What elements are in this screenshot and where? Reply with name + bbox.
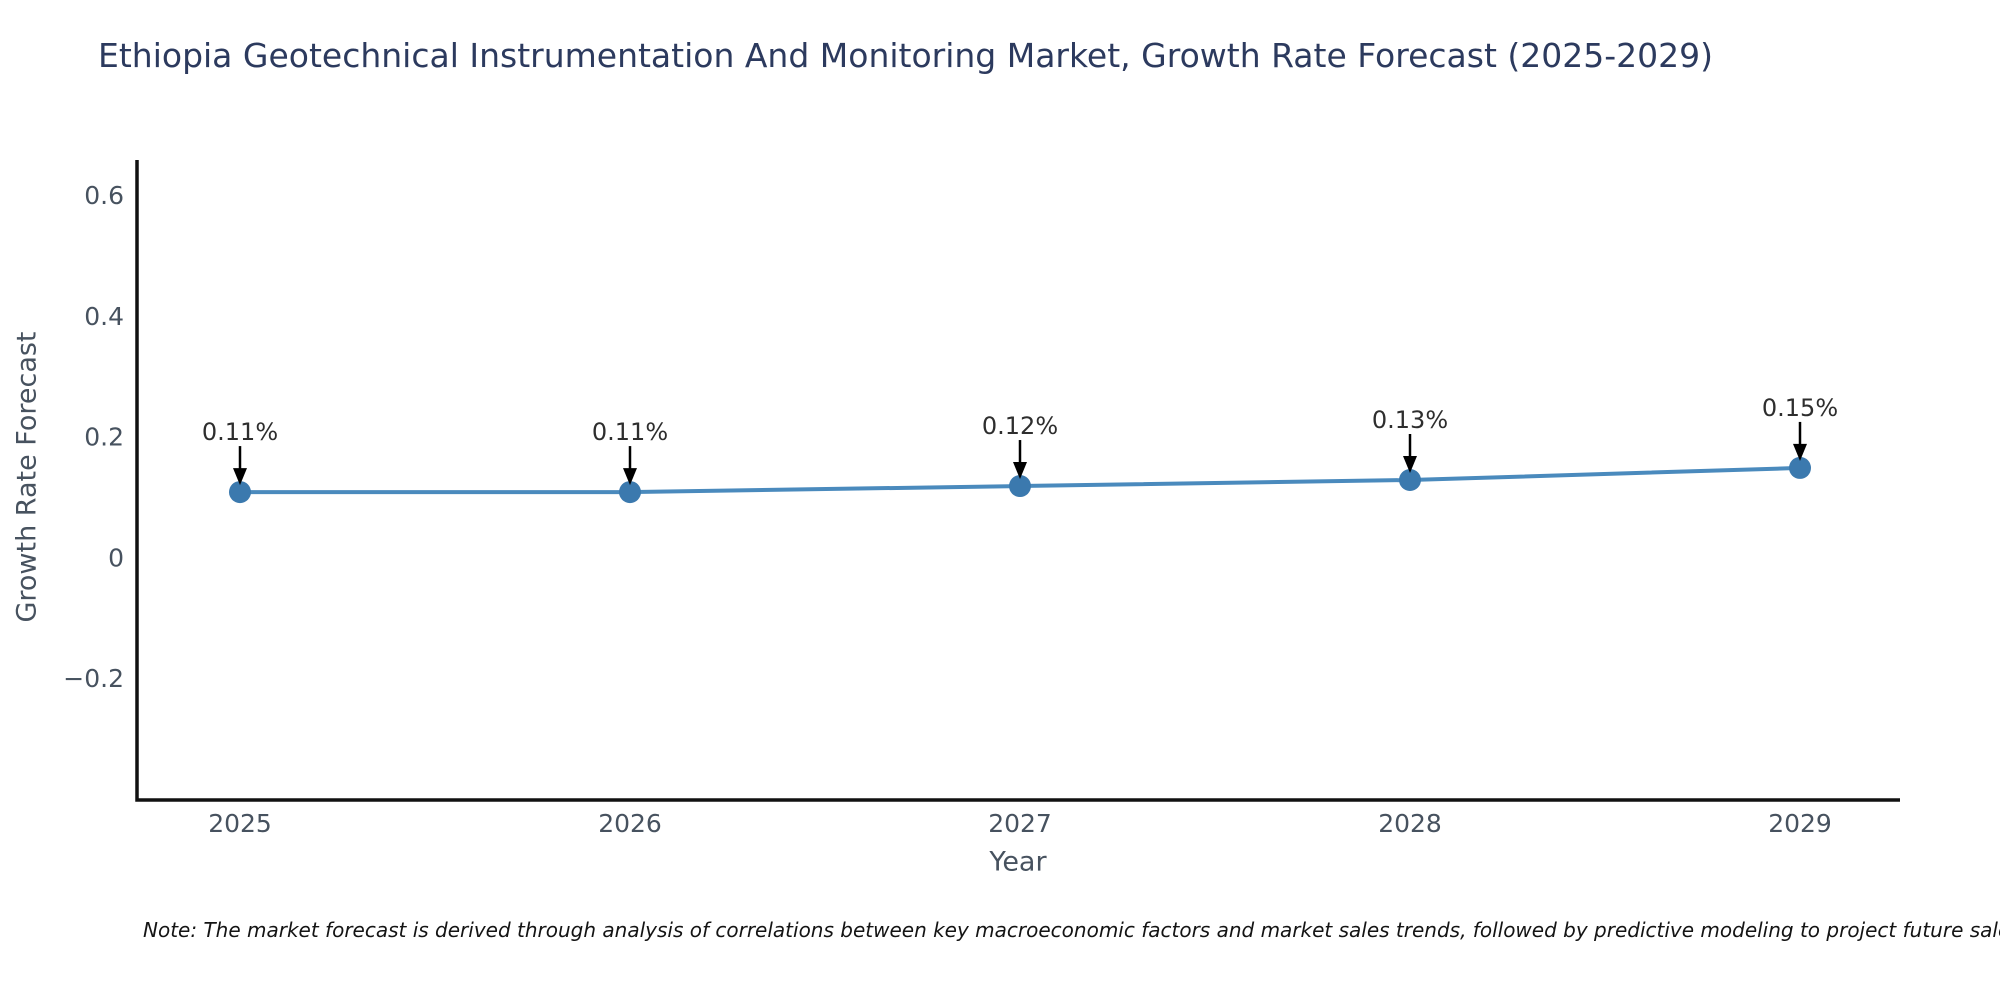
- y-tick-label: −0.2: [63, 664, 124, 693]
- x-axis-title: Year: [989, 846, 1047, 878]
- data-point-marker: [229, 481, 251, 504]
- data-point-marker: [1789, 456, 1811, 479]
- data-point-marker: [1009, 475, 1031, 498]
- y-tick-label: 0.2: [84, 423, 124, 452]
- chart-title: Ethiopia Geotechnical Instrumentation An…: [98, 36, 1714, 75]
- annotation-arrowhead: [1403, 456, 1417, 473]
- data-point-label: 0.12%: [982, 412, 1058, 440]
- data-point-label: 0.13%: [1372, 406, 1448, 434]
- data-point-label: 0.11%: [202, 418, 278, 446]
- y-tick-label: 0.4: [84, 302, 124, 331]
- x-tick-label: 2025: [208, 809, 272, 838]
- data-point-label: 0.11%: [592, 418, 668, 446]
- annotation-arrowhead: [233, 468, 247, 486]
- axis-lines: [135, 160, 1900, 802]
- x-tick-label: 2026: [598, 809, 662, 838]
- footnote: Note: The market forecast is derived thr…: [143, 918, 2000, 942]
- x-tick-label: 2029: [1768, 809, 1832, 838]
- x-tick-label: 2027: [988, 809, 1052, 838]
- y-tick-label: 0.6: [84, 181, 124, 210]
- data-point-marker: [1399, 469, 1421, 491]
- annotation-arrowhead: [1013, 462, 1027, 480]
- y-tick-label: 0: [108, 543, 124, 572]
- x-tick-label: 2028: [1378, 809, 1442, 838]
- data-point-label: 0.15%: [1762, 394, 1838, 422]
- data-point-marker: [619, 481, 641, 504]
- annotation-arrowhead: [623, 468, 637, 486]
- annotation-arrowhead: [1793, 443, 1807, 461]
